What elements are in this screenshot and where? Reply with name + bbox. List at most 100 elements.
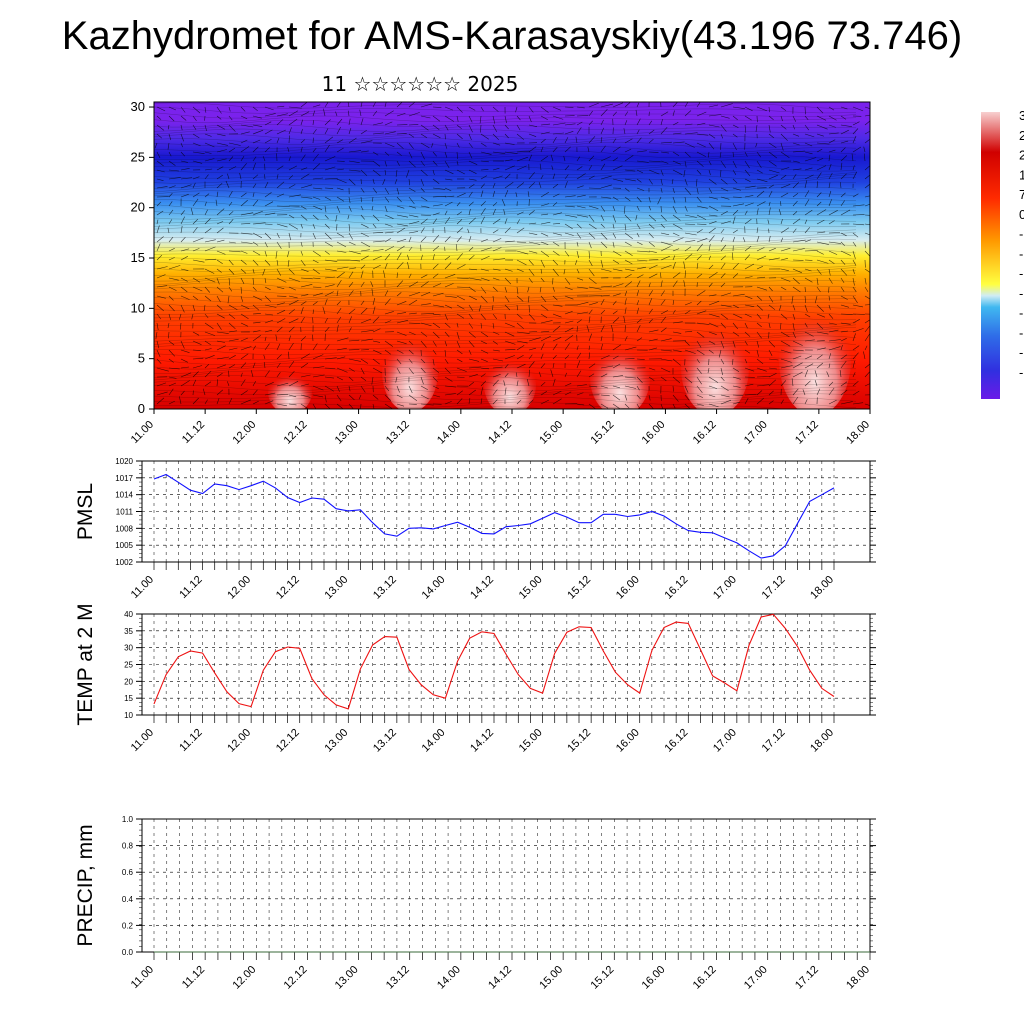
wind-vector xyxy=(408,112,420,117)
wind-vector xyxy=(336,337,349,342)
wind-vector xyxy=(396,385,400,393)
wind-vector xyxy=(720,272,726,279)
wind-vector xyxy=(600,403,609,409)
wind-vector xyxy=(420,151,425,160)
wind-vector xyxy=(516,331,530,334)
wind-vector xyxy=(312,196,321,200)
y-tick-label: 0.4 xyxy=(122,895,134,904)
wind-vector xyxy=(180,380,190,387)
wind-vector xyxy=(696,349,705,355)
wind-vector xyxy=(360,187,365,193)
wind-vector xyxy=(708,104,719,108)
wind-vector xyxy=(360,376,367,381)
wind-vector xyxy=(408,312,417,315)
wind-vector xyxy=(504,227,511,234)
wind-vector xyxy=(288,175,294,180)
wind-vector xyxy=(528,304,530,313)
colorbar-label: 3 xyxy=(1019,108,1024,123)
wind-vector xyxy=(372,349,382,355)
x-tick-label: 18.00 xyxy=(844,964,872,992)
wind-vector xyxy=(312,334,314,342)
contour-line xyxy=(154,282,857,290)
wind-vector xyxy=(204,142,215,148)
wind-vector xyxy=(612,259,620,264)
wind-vector xyxy=(684,349,696,354)
wind-vector xyxy=(804,157,817,162)
wind-vector xyxy=(192,349,201,351)
x-tick-label: 18.00 xyxy=(808,574,836,602)
wind-vector xyxy=(264,295,272,302)
contour-line xyxy=(154,358,857,365)
wind-vector xyxy=(672,385,674,392)
wind-vector xyxy=(408,187,416,193)
wind-vector xyxy=(624,336,628,342)
heatmap-field xyxy=(154,102,870,409)
wind-vector xyxy=(816,181,818,189)
wind-vector xyxy=(360,307,368,315)
wind-vector xyxy=(300,119,303,126)
wind-vector xyxy=(180,193,189,198)
wind-vector xyxy=(360,150,369,153)
wind-vector xyxy=(804,115,809,120)
wind-vector xyxy=(323,108,326,117)
wind-vector xyxy=(216,286,224,293)
wind-vector xyxy=(672,321,683,324)
wind-vector xyxy=(768,160,777,167)
wind-vector xyxy=(408,142,414,149)
wind-vector xyxy=(864,383,870,387)
wind-vector xyxy=(228,370,230,378)
wind-vector xyxy=(720,313,729,320)
wind-vector xyxy=(516,322,524,329)
x-tick-label: 11.12 xyxy=(180,419,207,446)
x-tick-label: 13.00 xyxy=(333,964,361,992)
wind-vector xyxy=(552,313,562,318)
wind-vector xyxy=(528,337,541,342)
wind-vector xyxy=(168,160,176,166)
wind-vector xyxy=(852,223,865,226)
x-tick-label: 12.00 xyxy=(230,964,258,992)
wind-vector xyxy=(540,330,550,333)
wind-vector xyxy=(792,142,800,146)
wind-vector xyxy=(300,268,309,272)
wind-vector xyxy=(624,155,634,162)
wind-vector xyxy=(407,262,410,270)
wind-vector xyxy=(516,259,527,266)
wind-vector xyxy=(228,250,241,253)
wind-vector xyxy=(180,304,185,313)
wind-vector xyxy=(852,268,855,274)
wind-vector xyxy=(828,259,835,265)
wind-vector xyxy=(444,367,451,374)
wind-vector xyxy=(324,178,338,180)
wind-vector xyxy=(215,199,218,207)
wind-vector xyxy=(780,340,791,347)
wind-vector xyxy=(600,268,612,272)
wind-vector xyxy=(660,367,671,373)
y-tick-label: 1011 xyxy=(116,508,134,517)
chart-subtitle: 11 ☆☆☆☆☆☆ 2025 xyxy=(321,72,519,96)
wind-vector xyxy=(240,223,251,225)
wind-vector xyxy=(648,308,653,315)
wind-vector xyxy=(420,274,428,279)
wind-vector xyxy=(456,160,459,166)
wind-vector xyxy=(792,286,801,293)
wind-vector xyxy=(264,400,274,405)
wind-vector xyxy=(792,150,805,153)
wind-vector xyxy=(708,169,711,176)
wind-vector xyxy=(432,394,441,398)
wind-vector xyxy=(480,398,483,405)
wind-vector xyxy=(192,371,199,378)
wind-vector xyxy=(863,351,866,360)
wind-vector xyxy=(528,133,537,137)
wind-vector xyxy=(192,227,198,234)
x-tick-label: 15.00 xyxy=(537,419,565,447)
wind-vector xyxy=(684,367,688,373)
x-tick-label: 13.00 xyxy=(322,574,350,602)
wind-vector xyxy=(492,247,502,252)
wind-vector xyxy=(480,340,487,344)
wind-vector xyxy=(732,216,736,225)
wind-vector xyxy=(480,201,486,207)
wind-vector xyxy=(240,379,246,387)
wind-vector xyxy=(432,204,443,207)
wind-vector xyxy=(756,247,765,252)
wind-vector xyxy=(264,113,276,117)
